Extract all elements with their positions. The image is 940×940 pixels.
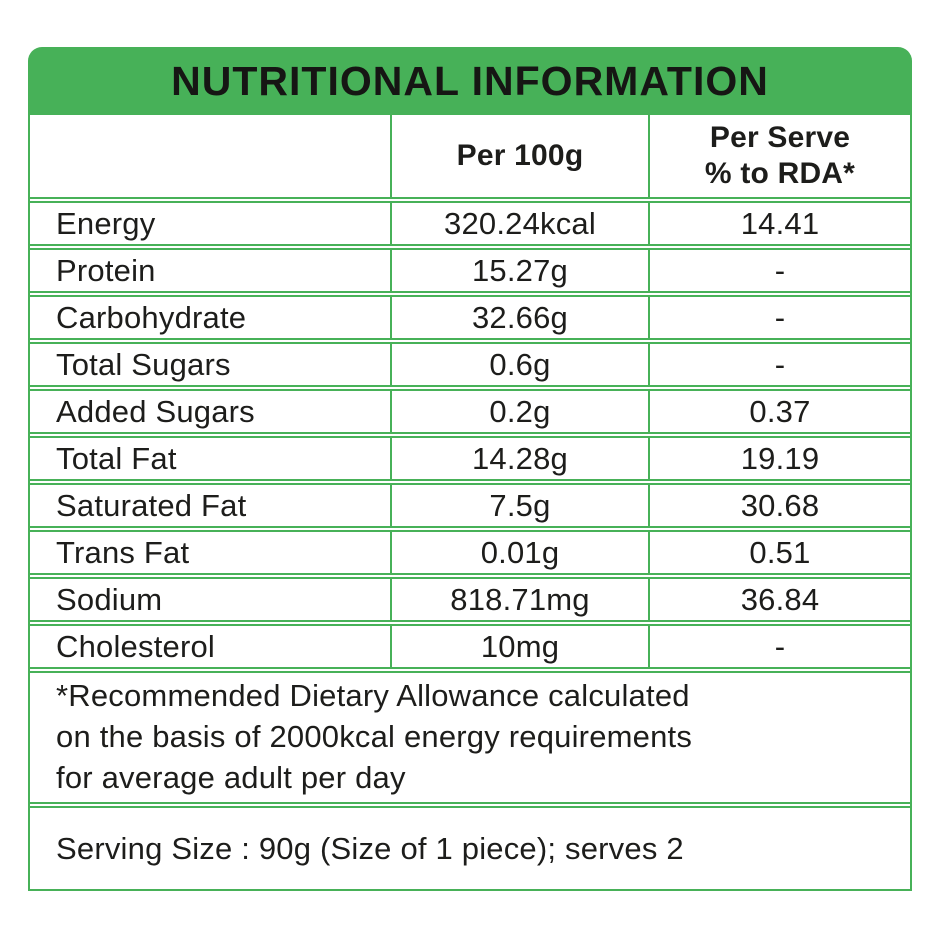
per-100g-label: Per 100g	[456, 139, 584, 172]
nutrient-row-total-fat: Total Fat 14.28g 19.19	[30, 436, 910, 481]
nutrient-name: Saturated Fat	[56, 487, 247, 523]
nutrient-row-trans-fat: Trans Fat 0.01g 0.51	[30, 530, 910, 575]
label-title: NUTRITIONAL INFORMATION	[171, 57, 769, 104]
per-serve-label-line2: % to RDA*	[704, 157, 856, 190]
nutrient-name: Trans Fat	[56, 534, 190, 570]
nutrient-per-100g-value: 320.24kcal	[390, 203, 648, 244]
nutrient-row-sodium: Sodium 818.71mg 36.84	[30, 577, 910, 622]
nutrient-per-100g-value: 7.5g	[390, 485, 648, 526]
nutrient-name: Carbohydrate	[56, 299, 247, 335]
nutrient-rda-value: -	[648, 344, 910, 385]
nutrient-rda-value: 30.68	[648, 485, 910, 526]
nutrient-row-total-sugars: Total Sugars 0.6g -	[30, 342, 910, 387]
nutrient-row-carbohydrate: Carbohydrate 32.66g -	[30, 295, 910, 340]
nutrient-rda-value: 19.19	[648, 438, 910, 479]
nutrient-rda-value: 0.51	[648, 532, 910, 573]
serving-size-row: Serving Size : 90g (Size of 1 piece); se…	[30, 806, 910, 891]
nutrition-label: NUTRITIONAL INFORMATION Per 100g Per Ser…	[28, 47, 912, 891]
col-header-nutrient	[30, 115, 390, 197]
nutrient-name: Total Sugars	[56, 346, 231, 382]
nutrient-name: Added Sugars	[56, 393, 255, 429]
nutrient-per-100g-value: 15.27g	[390, 250, 648, 291]
nutrient-per-100g-value: 14.28g	[390, 438, 648, 479]
nutrient-row-cholesterol: Cholesterol 10mg -	[30, 624, 910, 669]
nutrient-row-energy: Energy 320.24kcal 14.41	[30, 201, 910, 246]
rda-footnote-text: *Recommended Dietary Allowance calculate…	[56, 678, 693, 795]
nutrient-name: Total Fat	[56, 440, 177, 476]
nutrient-row-saturated-fat: Saturated Fat 7.5g 30.68	[30, 483, 910, 528]
nutrient-row-added-sugars: Added Sugars 0.2g 0.37	[30, 389, 910, 434]
rda-footnote-row: *Recommended Dietary Allowance calculate…	[30, 671, 910, 804]
nutrient-rda-value: -	[648, 297, 910, 338]
nutrient-rda-value: 14.41	[648, 203, 910, 244]
nutrient-rda-value: 0.37	[648, 391, 910, 432]
serving-size-cell: Serving Size : 90g (Size of 1 piece); se…	[30, 808, 910, 889]
col-header-per-serve: Per Serve % to RDA*	[648, 115, 910, 197]
nutrient-row-protein: Protein 15.27g -	[30, 248, 910, 293]
nutrient-name: Cholesterol	[56, 628, 216, 664]
label-title-bar: NUTRITIONAL INFORMATION	[28, 47, 912, 115]
serving-size-text: Serving Size : 90g (Size of 1 piece); se…	[56, 830, 684, 866]
nutrient-name: Protein	[56, 252, 156, 288]
nutrient-per-100g-value: 10mg	[390, 626, 648, 667]
nutrition-table: Per 100g Per Serve % to RDA* Energy 320.…	[28, 115, 912, 891]
nutrient-per-100g-value: 32.66g	[390, 297, 648, 338]
nutrient-name: Sodium	[56, 581, 163, 617]
nutrient-rda-value: -	[648, 626, 910, 667]
nutrient-per-100g-value: 0.2g	[390, 391, 648, 432]
col-header-per-100g: Per 100g	[390, 115, 648, 197]
nutrient-per-100g-value: 818.71mg	[390, 579, 648, 620]
per-serve-label-line1: Per Serve	[709, 121, 851, 154]
nutrient-per-100g-value: 0.01g	[390, 532, 648, 573]
nutrient-rda-value: -	[648, 250, 910, 291]
nutrient-name: Energy	[56, 205, 156, 241]
column-header-row: Per 100g Per Serve % to RDA*	[30, 115, 910, 199]
nutrient-rda-value: 36.84	[648, 579, 910, 620]
nutrient-per-100g-value: 0.6g	[390, 344, 648, 385]
rda-footnote-cell: *Recommended Dietary Allowance calculate…	[30, 673, 910, 802]
